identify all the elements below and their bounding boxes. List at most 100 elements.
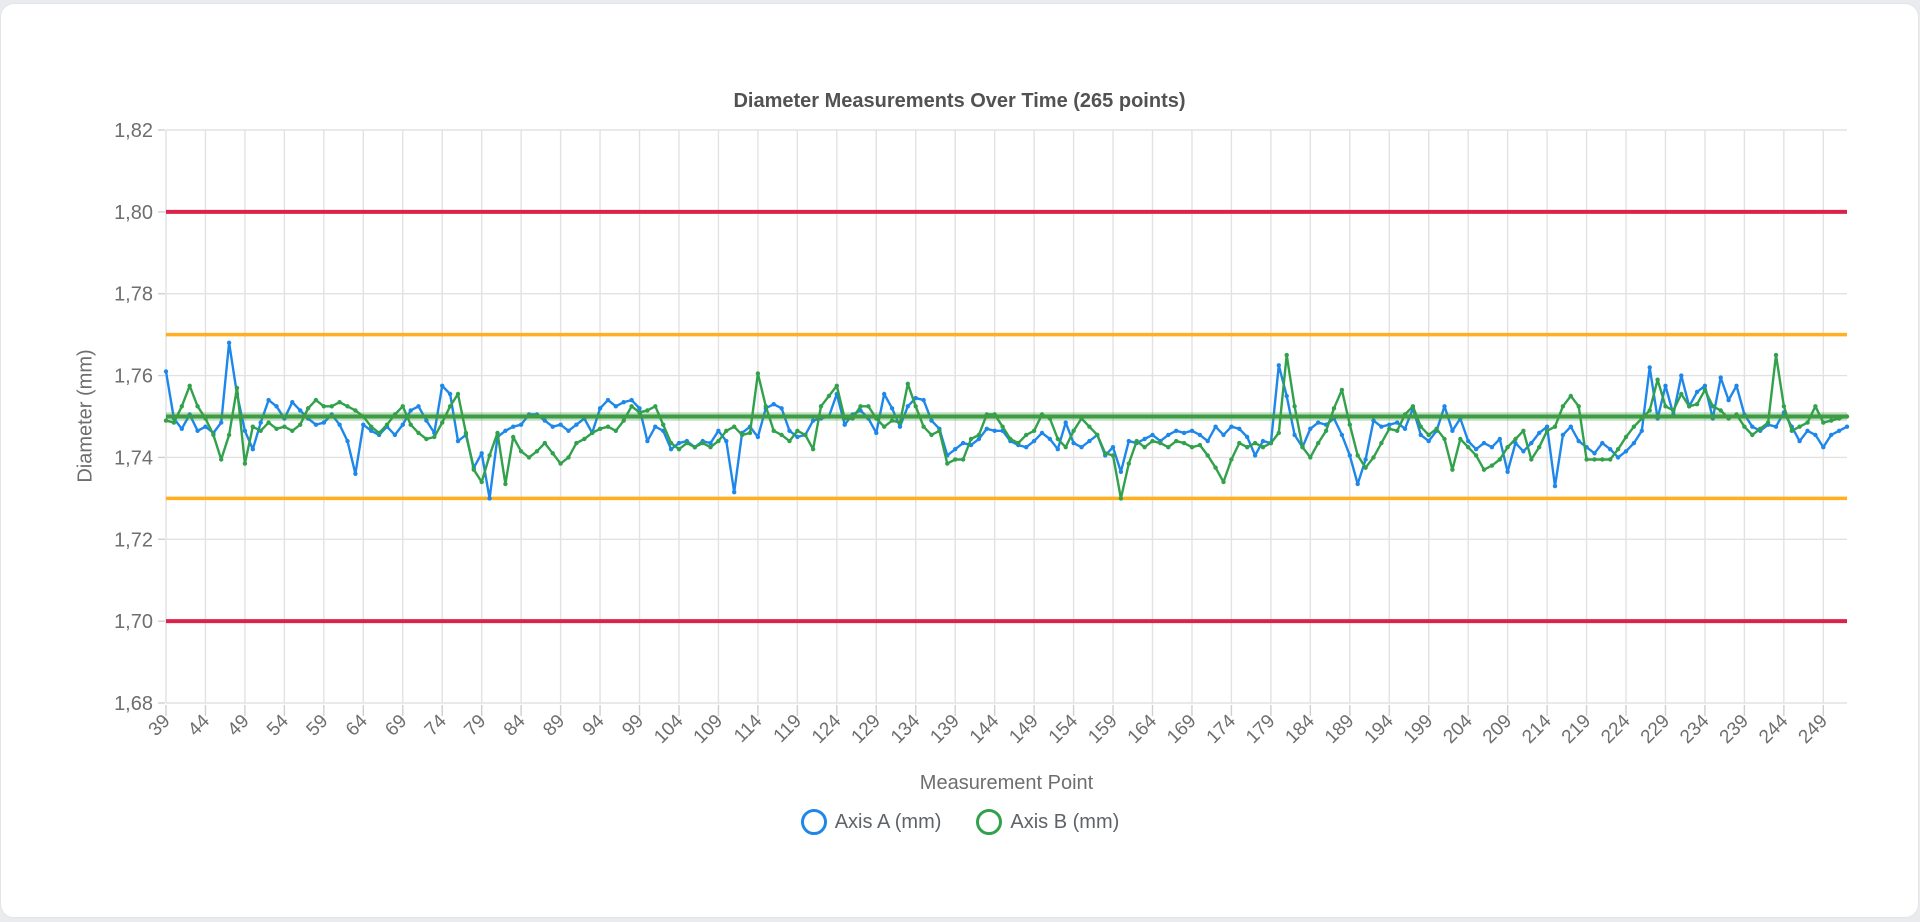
data-point — [1371, 455, 1376, 460]
data-point — [321, 420, 326, 425]
data-point — [1426, 432, 1431, 438]
data-point — [661, 422, 666, 427]
data-point — [1023, 445, 1029, 450]
data-point — [534, 449, 540, 454]
data-point — [1750, 432, 1755, 438]
data-point — [1442, 404, 1447, 409]
data-point — [424, 436, 429, 442]
data-point — [471, 467, 476, 472]
data-point — [1718, 375, 1723, 380]
y-tick-label: 1,68 — [114, 693, 153, 715]
x-tick-label: 194 — [1361, 710, 1399, 748]
x-tick-label: 54 — [263, 710, 293, 740]
data-point — [1600, 440, 1605, 446]
data-point — [1718, 408, 1723, 413]
data-point — [1276, 363, 1282, 368]
data-point — [369, 424, 374, 429]
data-point — [1284, 352, 1289, 358]
data-point — [1316, 440, 1321, 446]
x-tick-label: 114 — [730, 710, 767, 747]
legend-item-axis-a: Axis A (mm) — [800, 808, 942, 836]
data-point — [803, 432, 808, 438]
data-point — [708, 445, 713, 450]
data-point — [747, 430, 753, 436]
data-point — [755, 371, 761, 376]
data-point — [905, 404, 910, 409]
data-point — [558, 422, 563, 427]
data-point — [692, 445, 697, 450]
data-point — [447, 404, 453, 409]
data-point — [1229, 424, 1234, 429]
data-point — [1308, 426, 1313, 431]
data-point — [1544, 424, 1550, 429]
data-point — [1055, 447, 1061, 452]
y-tick-label: 1,76 — [114, 366, 153, 388]
x-tick-label: 139 — [926, 711, 963, 748]
data-point — [1260, 445, 1266, 450]
data-point — [1395, 420, 1400, 425]
data-point — [810, 447, 816, 452]
data-point — [1529, 457, 1534, 462]
data-point — [1758, 426, 1763, 431]
data-point — [653, 404, 658, 409]
data-point — [266, 420, 271, 425]
data-point — [203, 424, 208, 429]
x-tick-label: 234 — [1676, 710, 1714, 748]
x-tick-label: 169 — [1163, 711, 1200, 748]
data-point — [1134, 438, 1139, 444]
data-point — [732, 490, 737, 495]
data-point — [1544, 428, 1550, 433]
y-tick-label: 1,80 — [114, 202, 153, 224]
data-point — [732, 424, 737, 429]
data-point — [1402, 426, 1408, 431]
data-point — [1844, 424, 1850, 429]
data-point — [416, 404, 421, 409]
legend-label-axis-a: Axis A (mm) — [834, 810, 942, 833]
data-point — [1576, 438, 1581, 444]
data-point — [1395, 428, 1400, 433]
data-point — [1647, 408, 1652, 413]
data-point — [1671, 408, 1676, 413]
data-point — [1726, 397, 1731, 403]
data-point — [195, 428, 200, 433]
data-point — [353, 471, 358, 476]
data-point — [1734, 383, 1739, 388]
chart-card: Diameter Measurements Over Time (265 poi… — [0, 3, 1919, 918]
data-point — [1639, 428, 1645, 433]
chart-legend: Axis A (mm) Axis B (mm) — [1, 808, 1918, 836]
data-point — [495, 430, 500, 436]
data-point — [613, 404, 618, 409]
data-point — [1663, 404, 1668, 409]
data-point — [1387, 426, 1392, 431]
data-point — [376, 430, 382, 436]
x-tick-label: 174 — [1203, 710, 1241, 748]
x-tick-label: 129 — [848, 711, 885, 748]
data-point — [1608, 447, 1613, 452]
data-point — [700, 440, 705, 446]
data-point — [1174, 428, 1179, 433]
data-point — [1142, 436, 1147, 442]
data-point — [384, 422, 390, 427]
data-point — [369, 428, 374, 433]
x-tick-label: 179 — [1242, 711, 1279, 748]
data-point — [621, 400, 626, 405]
data-point — [1560, 404, 1566, 409]
data-point — [179, 426, 184, 431]
data-point — [921, 397, 926, 403]
data-point — [882, 391, 887, 397]
data-point — [1095, 432, 1100, 438]
data-point — [676, 447, 682, 452]
data-point — [1118, 469, 1124, 474]
data-point — [1797, 438, 1802, 444]
data-point — [1268, 440, 1274, 446]
data-point — [1481, 440, 1487, 446]
data-point — [1016, 440, 1021, 446]
data-point — [226, 432, 232, 438]
diameter-chart: Diameter Measurements Over Time (265 poi… — [1, 4, 1918, 917]
data-point — [976, 432, 982, 438]
data-point — [1615, 455, 1621, 460]
x-tick-label: 204 — [1439, 710, 1477, 748]
data-point — [1071, 440, 1076, 446]
data-point — [1110, 453, 1116, 458]
